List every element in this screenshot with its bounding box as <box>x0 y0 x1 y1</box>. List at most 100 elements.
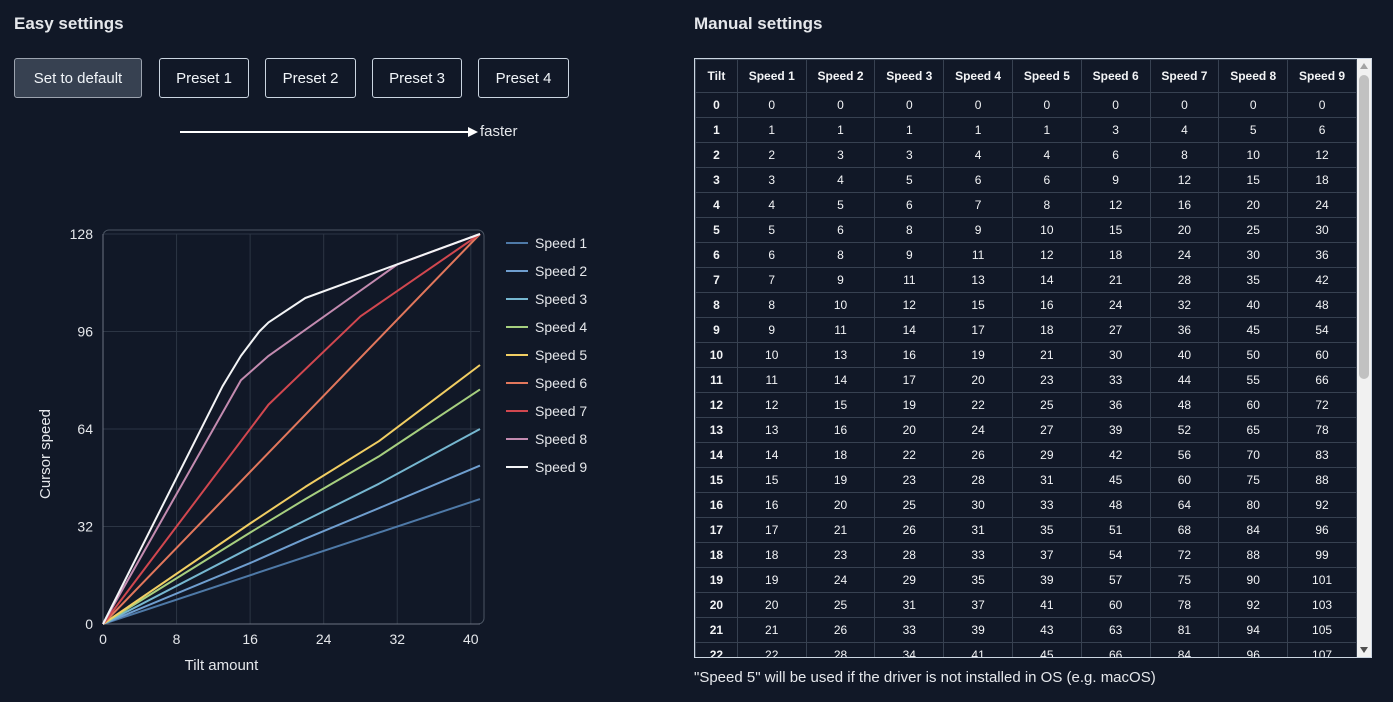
scroll-thumb[interactable] <box>1359 75 1369 379</box>
speed-cell[interactable]: 11 <box>874 267 945 293</box>
speed-cell[interactable]: 8 <box>1011 192 1082 218</box>
speed-cell[interactable]: 15 <box>1218 167 1289 193</box>
speed-cell[interactable]: 41 <box>943 642 1013 657</box>
speed-cell[interactable]: 103 <box>1287 592 1357 618</box>
speed-cell[interactable]: 21 <box>1011 342 1082 368</box>
preset-4-button[interactable]: Preset 4 <box>478 58 569 98</box>
speed-cell[interactable]: 18 <box>1080 242 1151 268</box>
table-scrollbar[interactable] <box>1357 59 1371 657</box>
speed-cell[interactable]: 3 <box>736 167 807 193</box>
speed-cell[interactable]: 11 <box>736 367 807 393</box>
speed-cell[interactable]: 9 <box>943 217 1013 243</box>
speed-cell[interactable]: 14 <box>1011 267 1082 293</box>
speed-cell[interactable]: 45 <box>1080 467 1151 493</box>
speed-cell[interactable]: 14 <box>874 317 945 343</box>
speed-cell[interactable]: 23 <box>805 542 876 568</box>
speed-cell[interactable]: 54 <box>1080 542 1151 568</box>
speed-cell[interactable]: 70 <box>1218 442 1289 468</box>
speed-cell[interactable]: 51 <box>1080 517 1151 543</box>
speed-cell[interactable]: 2 <box>736 142 807 168</box>
speed-cell[interactable]: 3 <box>805 142 876 168</box>
speed-cell[interactable]: 65 <box>1218 417 1289 443</box>
speed-cell[interactable]: 25 <box>1218 217 1289 243</box>
speed-cell[interactable]: 5 <box>874 167 945 193</box>
speed-cell[interactable]: 24 <box>943 417 1013 443</box>
preset-2-button[interactable]: Preset 2 <box>265 58 356 98</box>
speed-cell[interactable]: 60 <box>1080 592 1151 618</box>
speed-cell[interactable]: 27 <box>1011 417 1082 443</box>
speed-cell[interactable]: 0 <box>736 92 807 118</box>
speed-cell[interactable]: 13 <box>736 417 807 443</box>
speed-cell[interactable]: 90 <box>1218 567 1289 593</box>
speed-cell[interactable]: 0 <box>1080 92 1151 118</box>
speed-cell[interactable]: 9 <box>805 267 876 293</box>
speed-cell[interactable]: 60 <box>1218 392 1289 418</box>
speed-cell[interactable]: 99 <box>1287 542 1357 568</box>
speed-cell[interactable]: 64 <box>1149 492 1220 518</box>
speed-cell[interactable]: 23 <box>874 467 945 493</box>
speed-cell[interactable]: 4 <box>1149 117 1220 143</box>
scroll-down-icon[interactable] <box>1360 647 1368 653</box>
speed-cell[interactable]: 18 <box>805 442 876 468</box>
speed-cell[interactable]: 15 <box>943 292 1013 318</box>
speed-cell[interactable]: 4 <box>1011 142 1082 168</box>
speed-cell[interactable]: 26 <box>805 617 876 643</box>
speed-cell[interactable]: 94 <box>1218 617 1289 643</box>
speed-cell[interactable]: 26 <box>943 442 1013 468</box>
speed-cell[interactable]: 39 <box>1011 567 1082 593</box>
speed-cell[interactable]: 17 <box>943 317 1013 343</box>
speed-cell[interactable]: 35 <box>943 567 1013 593</box>
speed-cell[interactable]: 12 <box>874 292 945 318</box>
speed-cell[interactable]: 8 <box>874 217 945 243</box>
speed-cell[interactable]: 4 <box>943 142 1013 168</box>
speed-cell[interactable]: 0 <box>1011 92 1082 118</box>
speed-cell[interactable]: 4 <box>805 167 876 193</box>
speed-cell[interactable]: 33 <box>943 542 1013 568</box>
speed-cell[interactable]: 8 <box>805 242 876 268</box>
speed-cell[interactable]: 66 <box>1080 642 1151 657</box>
speed-cell[interactable]: 6 <box>736 242 807 268</box>
speed-cell[interactable]: 6 <box>1011 167 1082 193</box>
speed-cell[interactable]: 16 <box>736 492 807 518</box>
speed-cell[interactable]: 10 <box>1011 217 1082 243</box>
speed-cell[interactable]: 9 <box>874 242 945 268</box>
speed-cell[interactable]: 16 <box>1149 192 1220 218</box>
speed-cell[interactable]: 1 <box>805 117 876 143</box>
speed-cell[interactable]: 11 <box>943 242 1013 268</box>
speed-cell[interactable]: 10 <box>805 292 876 318</box>
speed-cell[interactable]: 1 <box>1011 117 1082 143</box>
speed-cell[interactable]: 6 <box>1080 142 1151 168</box>
speed-cell[interactable]: 5 <box>1218 117 1289 143</box>
speed-cell[interactable]: 18 <box>1011 317 1082 343</box>
speed-cell[interactable]: 12 <box>1287 142 1357 168</box>
speed-cell[interactable]: 8 <box>1149 142 1220 168</box>
speed-cell[interactable]: 66 <box>1287 367 1357 393</box>
speed-cell[interactable]: 36 <box>1149 317 1220 343</box>
speed-cell[interactable]: 20 <box>1149 217 1220 243</box>
speed-cell[interactable]: 19 <box>874 392 945 418</box>
speed-cell[interactable]: 21 <box>736 617 807 643</box>
speed-cell[interactable]: 80 <box>1218 492 1289 518</box>
speed-cell[interactable]: 1 <box>874 117 945 143</box>
speed-cell[interactable]: 0 <box>874 92 945 118</box>
speed-cell[interactable]: 33 <box>1080 367 1151 393</box>
speed-cell[interactable]: 101 <box>1287 567 1357 593</box>
speed-cell[interactable]: 22 <box>943 392 1013 418</box>
speed-cell[interactable]: 16 <box>805 417 876 443</box>
speed-cell[interactable]: 32 <box>1149 292 1220 318</box>
speed-cell[interactable]: 37 <box>943 592 1013 618</box>
speed-cell[interactable]: 57 <box>1080 567 1151 593</box>
speed-cell[interactable]: 20 <box>1218 192 1289 218</box>
speed-cell[interactable]: 0 <box>1218 92 1289 118</box>
speed-cell[interactable]: 37 <box>1011 542 1082 568</box>
speed-cell[interactable]: 13 <box>805 342 876 368</box>
speed-cell[interactable]: 96 <box>1287 517 1357 543</box>
speed-cell[interactable]: 39 <box>943 617 1013 643</box>
speed-cell[interactable]: 20 <box>736 592 807 618</box>
speed-cell[interactable]: 48 <box>1080 492 1151 518</box>
speed-cell[interactable]: 11 <box>805 317 876 343</box>
speed-cell[interactable]: 83 <box>1287 442 1357 468</box>
speed-cell[interactable]: 3 <box>1080 117 1151 143</box>
speed-cell[interactable]: 81 <box>1149 617 1220 643</box>
